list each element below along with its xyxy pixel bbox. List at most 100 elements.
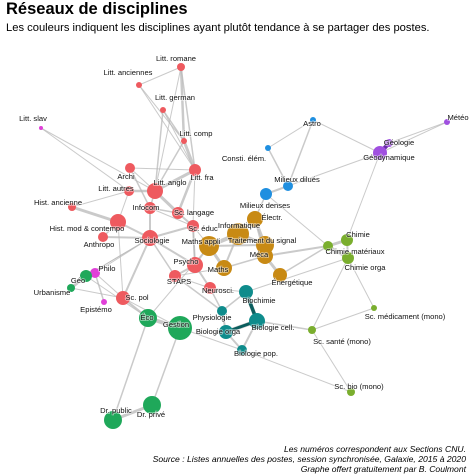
node-geo	[80, 270, 92, 282]
edge-litt-anciennes-litt-fra	[138, 84, 196, 171]
caption-line-3: Graphe offert gratuitement par B. Coulmo…	[300, 464, 466, 474]
label-dr-public: Dr. public	[100, 406, 132, 415]
caption-line-1: Les numéros correspondent aux Sections C…	[284, 444, 466, 454]
edge-milieux-dilues-astro	[287, 119, 314, 187]
edge-philo-episteme	[94, 272, 105, 303]
node-energetique	[273, 268, 287, 282]
node-philo	[90, 268, 100, 278]
edge-sc-sante-sc-bio	[311, 329, 352, 393]
edge-meca-chimie-materiaux	[264, 245, 329, 257]
node-litt-slav	[39, 126, 43, 130]
node-infocom	[144, 202, 156, 214]
label-litt-german: Litt. german	[155, 93, 195, 102]
label-biologie-cell: Biologie cell.	[252, 323, 295, 332]
label-psycho: Psycho	[174, 257, 199, 266]
edge-litt-romane-litt-anciennes	[138, 66, 182, 86]
node-chimie-materiaux	[323, 241, 333, 251]
edge-geodynamique-milieux-dilues	[287, 152, 381, 187]
node-biologie-pop	[237, 345, 247, 355]
edge-litt-german-litt-anglo	[154, 109, 164, 192]
edge-archi-infocom	[129, 167, 151, 209]
edge-staps-physiologie	[174, 275, 223, 312]
edge-sc-medicament-sc-sante	[311, 307, 375, 331]
edge-energetique-chimie-materiaux	[279, 245, 329, 276]
label-litt-comp: Litt. comp	[180, 129, 213, 138]
edge-biologie-cell-sc-sante	[256, 320, 313, 331]
label-litt-autres: Litt. autres	[98, 184, 134, 193]
edge-litt-comp-litt-anglo	[154, 140, 185, 192]
label-meteo: Météo	[447, 113, 468, 122]
label-archi: Archi	[117, 172, 135, 181]
label-eco: Éco	[140, 313, 153, 322]
label-consti-elem: Consti. élém.	[222, 154, 266, 163]
label-anthropo: Anthropo	[84, 240, 115, 249]
node-eco	[139, 309, 157, 327]
node-electr	[247, 211, 263, 227]
edge-geodynamique-meteo	[379, 121, 448, 154]
node-meteo	[444, 119, 450, 125]
label-astro: Astro	[303, 119, 321, 128]
label-geologie: Géologie	[384, 138, 414, 147]
page-title: Réseaux de disciplines	[6, 0, 188, 18]
node-sc-medicament	[371, 305, 377, 311]
label-energetique: Énergétique	[272, 278, 313, 287]
edge-litt-fra-sc-educ	[192, 169, 196, 227]
label-geo: Géo	[71, 276, 85, 285]
label-urbanisme: Urbanisme	[34, 288, 71, 297]
label-sociologie: Sociologie	[134, 236, 169, 245]
label-litt-slav: Litt. slav	[19, 114, 47, 123]
edge-gestion-dr-prive	[151, 327, 181, 406]
node-litt-german	[160, 107, 166, 113]
edge-urbanisme-sc-pol	[70, 287, 124, 299]
edge-litt-romane-litt-fra	[180, 66, 196, 171]
edge-sociologie-psycho	[149, 237, 196, 266]
node-sc-pol	[116, 291, 130, 305]
label-sc-pol: Sc. pol	[125, 293, 149, 302]
label-maths: Maths	[208, 265, 229, 274]
edge-chimie-geodynamique	[346, 152, 381, 241]
node-maths-appl	[199, 236, 219, 256]
edge-litt-romane-litt-comp	[179, 65, 186, 143]
page-subtitle: Les couleurs indiquent les disciplines a…	[6, 22, 430, 34]
node-sociologie	[142, 230, 158, 246]
edge-archi-litt-fra	[129, 167, 196, 171]
node-litt-autres	[124, 186, 134, 196]
edge-biologie-pop-sc-bio	[241, 349, 352, 393]
node-hist-mod	[110, 214, 126, 230]
label-meca: Méca	[250, 250, 269, 259]
edge-staps-neurosci	[174, 275, 211, 289]
node-chimie	[341, 234, 353, 246]
edge-hist-ancienne-hist-mod	[70, 205, 120, 224]
nodes-layer	[39, 63, 450, 429]
label-dr-prive: Dr. privé	[137, 410, 165, 419]
edge-litt-anciennes-litt-comp	[138, 84, 185, 142]
node-geodynamique	[373, 146, 387, 160]
node-biologie-orga	[219, 325, 233, 339]
edge-chimie-materiaux-milieux-denses	[265, 193, 329, 247]
label-gestion: Gestion	[163, 320, 189, 329]
node-meca	[257, 248, 273, 264]
label-milieux-denses: Milieux denses	[240, 201, 290, 210]
node-consti-elem	[265, 145, 271, 151]
caption-line-2: Source : Listes annuelles des postes, se…	[152, 454, 466, 464]
node-staps	[169, 270, 181, 282]
node-litt-anglo	[147, 183, 163, 199]
label-chimie-orga: Chimie orga	[345, 263, 387, 272]
edge-hist-ancienne-litt-autres	[71, 190, 130, 208]
label-electr: Électr.	[261, 213, 282, 222]
node-episteme	[101, 299, 107, 305]
node-biochimie	[239, 285, 253, 299]
node-dr-prive	[143, 396, 161, 414]
node-litt-anciennes	[136, 82, 142, 88]
label-informatique: Informatique	[218, 221, 260, 230]
edge-astro-geodynamique	[312, 119, 381, 154]
label-hist-mod: Hist. mod & contempo	[50, 224, 125, 233]
label-biochimie: Biochimie	[243, 296, 276, 305]
edge-litt-fra-sc-langage	[176, 168, 197, 215]
label-biologie-orga: Biologie orga	[196, 327, 241, 336]
edge-litt-slav-litt-anglo	[40, 127, 156, 192]
label-neurosci: Neurosci.	[202, 286, 234, 295]
edge-eco-dr-public	[112, 317, 149, 421]
